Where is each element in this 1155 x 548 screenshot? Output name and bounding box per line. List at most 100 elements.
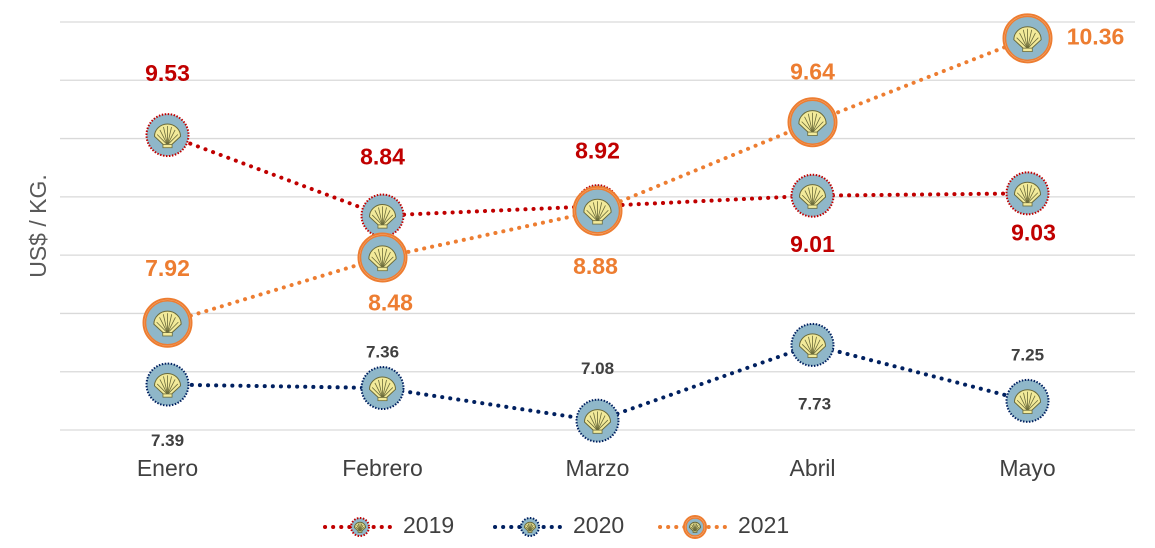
shell-rib: [167, 317, 176, 334]
shell-rib: [382, 214, 394, 226]
legend-label: 2020: [573, 512, 624, 538]
marker: [790, 173, 835, 218]
shell-rib: [812, 187, 817, 206]
marker: [1005, 171, 1050, 216]
shell-rib: [812, 339, 821, 355]
shell-rib: [1019, 188, 1028, 204]
shell-rib: [377, 248, 383, 268]
shell-rib: [597, 202, 603, 222]
legend-label: 2019: [403, 512, 454, 538]
shell-rib: [1027, 37, 1039, 49]
shell-rib: [1027, 188, 1036, 204]
shell-rib: [804, 339, 813, 355]
shell-hinge: [162, 144, 173, 149]
x-tick-label: Enero: [137, 455, 198, 481]
shell-rib: [808, 187, 813, 206]
data-label: 9.53: [145, 60, 190, 86]
shell-rib: [374, 382, 383, 398]
shell-rib: [1027, 29, 1033, 49]
shell-hinge: [377, 224, 388, 229]
shell-rib: [156, 383, 168, 395]
shell-hinge: [692, 530, 698, 533]
x-tick-label: Marzo: [566, 455, 630, 481]
shell-rib: [592, 202, 598, 222]
shell-rib: [159, 129, 168, 146]
shell-rib: [1016, 399, 1028, 411]
marker: [787, 97, 838, 148]
legend-label: 2021: [738, 512, 789, 538]
shell-rib: [801, 194, 813, 206]
shell-rib: [382, 251, 391, 268]
shell-rib: [801, 344, 813, 355]
marker: [1002, 13, 1053, 64]
shell-rib: [804, 116, 813, 133]
shell-rib: [597, 412, 602, 431]
shell-rib: [382, 248, 388, 268]
marker: [360, 366, 405, 411]
shell-rib: [1019, 395, 1028, 411]
shell-rib: [812, 190, 821, 206]
shell-rib: [597, 205, 606, 222]
shell-rib: [1027, 192, 1039, 204]
shell-rib: [156, 321, 168, 334]
shell-rib: [162, 314, 168, 334]
shell-hinge: [592, 429, 603, 434]
data-label: 7.39: [151, 431, 184, 450]
shell-rib: [808, 336, 813, 355]
shell-rib: [804, 190, 813, 206]
shell-rib: [378, 379, 383, 398]
marker: [357, 232, 408, 283]
data-label: 7.36: [366, 343, 399, 362]
shell-rib: [586, 419, 598, 431]
shell-rib: [1027, 392, 1032, 411]
shell-rib: [812, 344, 824, 355]
shell-rib: [1027, 399, 1039, 411]
shell-rib: [167, 314, 173, 334]
shell-rib: [167, 129, 176, 146]
shell-rib: [159, 317, 168, 334]
shell-rib: [597, 419, 609, 431]
shell-hinge: [1022, 409, 1033, 414]
data-label: 7.92: [145, 255, 190, 281]
shell-rib: [812, 121, 824, 133]
shell-rib: [167, 379, 176, 395]
marker: [572, 185, 623, 236]
shell-rib: [1019, 32, 1028, 49]
marker: [683, 515, 707, 539]
shell-rib: [812, 336, 817, 355]
shell-rib: [586, 209, 598, 222]
shell-rib: [529, 526, 535, 532]
shell-hinge: [377, 397, 388, 402]
x-tick-label: Febrero: [342, 455, 423, 481]
shell-rib: [359, 526, 365, 532]
y-axis-label: US$ / KG.: [25, 174, 51, 278]
data-label: 9.64: [790, 58, 835, 84]
shell-rib: [694, 526, 700, 532]
shell-rib: [812, 113, 818, 133]
data-label: 8.48: [368, 290, 413, 316]
shell-hinge: [162, 393, 173, 398]
shell-rib: [371, 214, 383, 226]
marker: [350, 517, 370, 537]
shell-rib: [159, 379, 168, 395]
data-label: 9.03: [1011, 219, 1056, 245]
shell-rib: [374, 251, 383, 268]
shell-rib: [589, 205, 598, 222]
marker: [145, 113, 190, 158]
shell-hinge: [357, 530, 363, 533]
data-label: 9.01: [790, 231, 835, 257]
data-label: 7.73: [798, 394, 831, 413]
shell-hinge: [527, 530, 533, 533]
shell-rib: [1016, 192, 1028, 204]
data-label: 10.36: [1067, 23, 1125, 49]
shell-rib: [167, 134, 179, 146]
shell-rib: [382, 379, 387, 398]
marker: [145, 362, 190, 407]
shell-rib: [374, 210, 383, 226]
shell-rib: [812, 116, 821, 133]
shell-rib: [812, 194, 824, 206]
shell-rib: [163, 126, 168, 145]
shell-rib: [1023, 185, 1028, 204]
shell-rib: [807, 113, 813, 133]
